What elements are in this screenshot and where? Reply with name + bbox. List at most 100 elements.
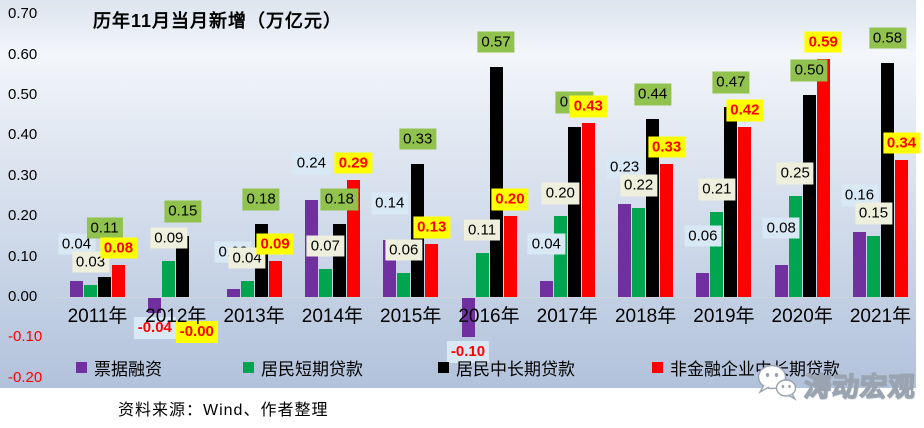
legend-item-票据融资: 票据融资 — [76, 356, 162, 379]
data-label-居民中长期贷款-2014年: 0.18 — [320, 188, 358, 211]
data-label-票据融资-2014年: 0.24 — [292, 152, 330, 175]
x-label-2012年: 2012年 — [145, 306, 207, 327]
data-label-居民短期贷款-2019年: 0.21 — [698, 178, 736, 201]
bar-居民短期贷款-2013年 — [240, 280, 254, 297]
data-label-居民中长期贷款-2019年: 0.47 — [712, 71, 750, 94]
bar-居民中长期贷款-2020年 — [802, 95, 816, 297]
data-label-居民中长期贷款-2012年: 0.15 — [164, 200, 202, 223]
bar-居民短期贷款-2021年 — [867, 236, 880, 297]
bar-票据融资-2021年 — [853, 232, 866, 297]
data-label-非金融企业中长期贷款-2021年: 0.34 — [882, 132, 921, 154]
bar-票据融资-2018年 — [618, 204, 632, 297]
data-label-票据融资-2012年: -0.04 — [133, 317, 176, 339]
legend-swatch-非金融企业中长期贷款 — [652, 361, 663, 373]
y-tick-0.60: 0.60 — [8, 45, 38, 63]
x-label-2017年: 2017年 — [536, 306, 598, 327]
y-tick-0.30: 0.30 — [8, 166, 38, 184]
y-tick--0.20: -0.20 — [8, 368, 43, 386]
y-tick-0.50: 0.50 — [8, 86, 38, 103]
data-label-非金融企业中长期贷款-2014年: 0.29 — [334, 152, 372, 174]
data-label-票据融资-2017年: 0.04 — [527, 233, 565, 255]
data-label-居民短期贷款-2021年: 0.15 — [854, 202, 893, 225]
data-label-非金融企业中长期贷款-2012年: -0.00 — [175, 321, 218, 343]
data-label-居民短期贷款-2020年: 0.25 — [776, 162, 814, 184]
data-label-票据融资-2021年: 0.16 — [840, 184, 879, 207]
x-label-2013年: 2013年 — [223, 306, 285, 327]
data-label-票据融资-2015年: 0.14 — [371, 192, 409, 215]
legend-label-非金融企业中长期贷款: 非金融企业中长期贷款 — [670, 359, 840, 379]
data-label-居民中长期贷款-2021年: 0.58 — [868, 27, 907, 49]
x-label-2011年: 2011年 — [67, 306, 128, 327]
data-label-居民中长期贷款-2016年: 0.57 — [477, 31, 515, 53]
bar-居民短期贷款-2014年 — [318, 268, 332, 297]
bar-居民中长期贷款-2011年 — [98, 276, 111, 297]
data-label-非金融企业中长期贷款-2017年: 0.43 — [569, 95, 607, 118]
zero-axis-line — [52, 297, 910, 298]
bar-票据融资-2011年 — [70, 280, 83, 297]
y-tick-0.10: 0.10 — [8, 247, 38, 265]
bar-非金融企业中长期贷款-2017年 — [581, 123, 595, 297]
bar-居民短期贷款-2016年 — [475, 252, 489, 297]
data-label-非金融企业中长期贷款-2018年: 0.33 — [647, 136, 686, 158]
data-label-居民短期贷款-2011年: 0.03 — [71, 251, 110, 273]
bar-票据融资-2016年 — [461, 297, 475, 338]
legend-item-居民短期贷款: 居民短期贷款 — [243, 356, 363, 379]
data-label-居民短期贷款-2014年: 0.07 — [306, 235, 344, 257]
chart-title: 历年11月当月新增（万亿元） — [93, 11, 343, 31]
bar-票据融资-2019年 — [696, 272, 710, 297]
bar-非金融企业中长期贷款-2015年 — [425, 244, 439, 297]
bar-居民短期贷款-2017年 — [553, 216, 567, 297]
bar-票据融资-2017年 — [539, 280, 553, 297]
bar-非金融企业中长期贷款-2020年 — [816, 58, 830, 297]
data-label-非金融企业中长期贷款-2015年: 0.13 — [413, 216, 451, 239]
data-label-居民中长期贷款-2015年: 0.33 — [399, 128, 437, 150]
bar-非金融企业中长期贷款-2011年 — [112, 264, 125, 297]
bar-非金融企业中长期贷款-2016年 — [503, 216, 517, 297]
bar-非金融企业中长期贷款-2013年 — [268, 260, 282, 297]
data-label-票据融资-2020年: 0.08 — [762, 217, 800, 239]
bar-居民短期贷款-2012年 — [162, 260, 176, 297]
y-tick-0.20: 0.20 — [8, 207, 38, 225]
data-label-非金融企业中长期贷款-2019年: 0.42 — [726, 99, 764, 122]
x-label-2015年: 2015年 — [380, 306, 442, 327]
data-label-非金融企业中长期贷款-2011年: 0.08 — [99, 237, 138, 259]
legend-label-居民短期贷款: 居民短期贷款 — [261, 359, 363, 379]
data-label-票据融资-2016年: -0.10 — [446, 341, 490, 363]
data-label-票据融资-2011年: 0.04 — [57, 233, 96, 255]
x-label-2016年: 2016年 — [458, 306, 520, 327]
source-note: 资料来源：Wind、作者整理 — [118, 402, 329, 419]
data-label-非金融企业中长期贷款-2016年: 0.20 — [491, 188, 529, 211]
y-tick-0.70: 0.70 — [8, 5, 38, 23]
legend: 票据融资 居民短期贷款 居民中长期贷款 非金融企业中长期贷款 — [0, 356, 916, 380]
y-tick--0.10: -0.10 — [8, 328, 43, 346]
data-label-居民中长期贷款-2011年: 0.11 — [86, 217, 123, 239]
bar-票据融资-2020年 — [774, 264, 788, 297]
data-label-居民中长期贷款-2013年: 0.18 — [242, 188, 280, 211]
y-tick-0.00: 0.00 — [8, 288, 38, 305]
data-label-非金融企业中长期贷款-2013年: 0.09 — [256, 233, 294, 255]
bar-非金融企业中长期贷款-2019年 — [738, 127, 752, 297]
data-label-居民中长期贷款-2018年: 0.44 — [633, 83, 672, 106]
legend-swatch-居民中长期贷款 — [438, 361, 449, 373]
y-tick-0.40: 0.40 — [8, 126, 38, 144]
data-label-票据融资-2018年: 0.23 — [605, 156, 644, 179]
data-label-居民短期贷款-2015年: 0.06 — [385, 239, 423, 261]
chart-canvas: 历年11月当月新增（万亿元） 0.70 0.60 0.50 0.40 0.30 0.20 0… — [0, 0, 921, 388]
bar-居民中长期贷款-2012年 — [176, 236, 190, 297]
bar-居民中长期贷款-2019年 — [724, 107, 738, 297]
bar-票据融资-2013年 — [226, 288, 240, 297]
bar-票据融资-2012年 — [148, 297, 162, 314]
bar-居民中长期贷款-2018年 — [646, 119, 660, 297]
data-label-居民短期贷款-2017年: 0.20 — [541, 182, 579, 205]
bar-居民短期贷款-2018年 — [632, 208, 646, 297]
data-label-非金融企业中长期贷款-2020年: 0.59 — [804, 31, 842, 53]
x-label-2018年: 2018年 — [614, 306, 677, 327]
bar-非金融企业中长期贷款-2021年 — [895, 159, 908, 297]
legend-label-居民中长期贷款: 居民中长期贷款 — [456, 359, 575, 379]
bar-居民中长期贷款-2017年 — [567, 127, 581, 297]
bar-居民中长期贷款-2021年 — [881, 62, 894, 297]
legend-item-非金融企业中长期贷款: 非金融企业中长期贷款 — [652, 356, 840, 379]
legend-label-票据融资: 票据融资 — [94, 359, 162, 379]
legend-item-居民中长期贷款: 居民中长期贷款 — [438, 356, 575, 379]
bar-居民短期贷款-2015年 — [397, 272, 411, 297]
